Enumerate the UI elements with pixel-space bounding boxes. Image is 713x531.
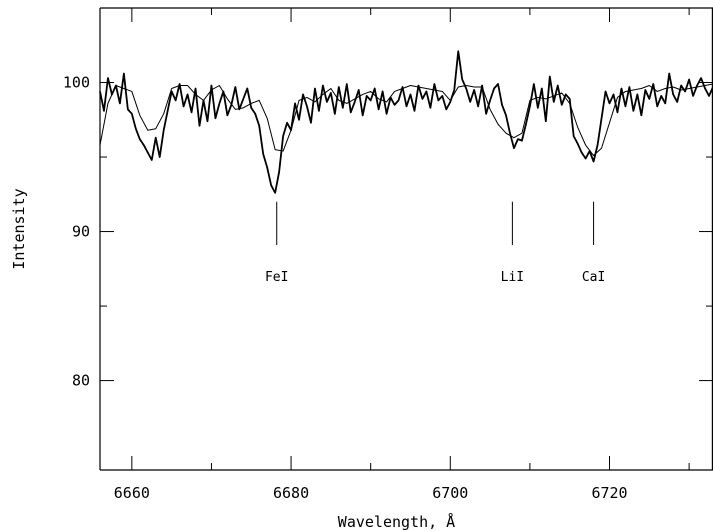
x-tick-label: 6720 (591, 484, 627, 502)
line-marker-label: LiI (501, 270, 524, 285)
observed-spectrum-line (99, 50, 713, 194)
x-axis-title: Wavelength, Å (338, 512, 455, 531)
x-tick-label: 6680 (273, 484, 309, 502)
plot-frame (99, 7, 713, 471)
y-axis-title: Intensity (10, 188, 28, 269)
model-spectrum-line (99, 83, 713, 157)
y-tick-label: 80 (72, 372, 90, 390)
line-marker-label: CaI (582, 270, 605, 285)
line-annotations: FeI LiI CaI (265, 201, 605, 285)
series-layer (99, 50, 713, 194)
tick-marks (100, 8, 713, 470)
tick-labels: 6660 6680 6700 6720 80 90 100 (63, 74, 628, 502)
x-tick-label: 6700 (432, 484, 468, 502)
x-tick-label: 6660 (114, 484, 150, 502)
y-tick-label: 90 (72, 223, 90, 241)
line-marker-label: FeI (265, 270, 288, 285)
y-tick-label: 100 (63, 74, 90, 92)
